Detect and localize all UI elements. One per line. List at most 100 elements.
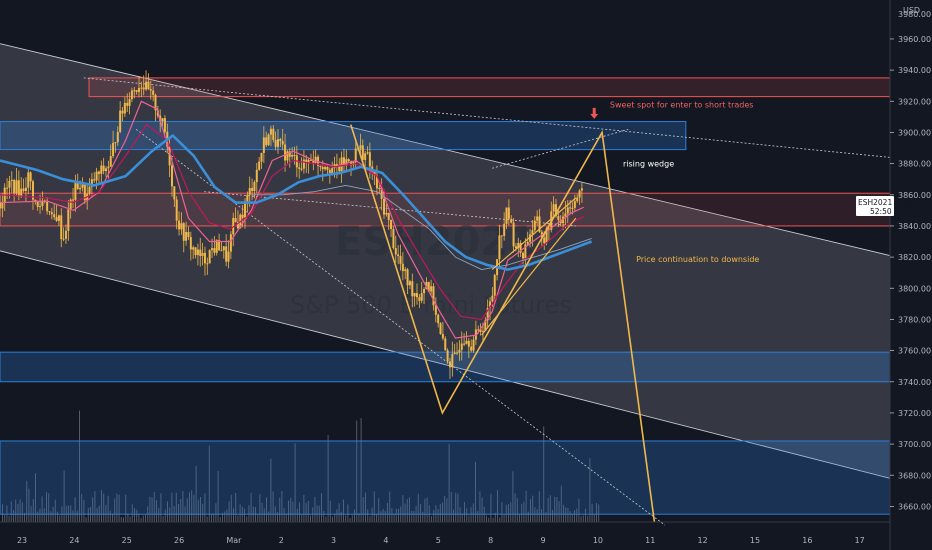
candle-body xyxy=(227,251,230,262)
x-tick-label: 17 xyxy=(855,536,865,545)
volume-bar xyxy=(402,495,404,522)
candle-body xyxy=(20,188,23,197)
candle-body xyxy=(366,152,369,154)
price-axis[interactable]: USD 3980.00 3660.00 3680.00 3700.00 3720.00… xyxy=(889,0,931,550)
candle-body xyxy=(536,216,539,221)
volume-bar xyxy=(299,502,300,522)
volume-bar xyxy=(206,516,208,522)
y-tick-label: 3920.00 xyxy=(898,97,931,106)
candle-body xyxy=(512,222,515,247)
candle-body xyxy=(481,330,484,332)
candle-body xyxy=(338,166,341,172)
volume-bar xyxy=(171,492,173,522)
candle-body xyxy=(399,256,402,264)
y-tick-label: 3660.00 xyxy=(898,502,931,511)
volume-bar xyxy=(492,517,494,522)
volume-bar xyxy=(521,503,523,522)
volume-bar xyxy=(549,495,551,522)
candle-body xyxy=(180,223,183,230)
candle-body xyxy=(24,187,27,191)
candle-body xyxy=(401,263,404,272)
volume-bar xyxy=(560,485,562,522)
volume-bar xyxy=(360,418,362,522)
candle-body xyxy=(479,329,482,332)
candle-body xyxy=(298,167,301,169)
volume-bar xyxy=(314,496,316,522)
candle-body xyxy=(368,152,371,167)
candle-body xyxy=(194,247,197,256)
volume-bar xyxy=(332,516,333,522)
y-tick-label: 3960.00 xyxy=(898,35,931,44)
candle-body xyxy=(302,159,305,169)
candle-body xyxy=(145,81,148,90)
volume-bar xyxy=(204,493,206,522)
volume-bar xyxy=(43,508,45,522)
candle-body xyxy=(279,139,282,142)
candle-body xyxy=(439,323,442,334)
volume-bar xyxy=(576,508,578,522)
volume-bar xyxy=(138,514,140,522)
candle-body xyxy=(274,139,277,147)
volume-bar xyxy=(516,498,518,522)
x-tick-label: 4 xyxy=(383,536,388,545)
candle-body xyxy=(105,168,108,172)
axis-currency: USD xyxy=(903,6,920,15)
volume-bar xyxy=(582,515,584,522)
candle-body xyxy=(319,165,322,168)
candle-body xyxy=(378,187,381,189)
volume-bar xyxy=(351,515,353,522)
volume-bar xyxy=(167,501,168,522)
candle-body xyxy=(79,187,82,190)
candle-body xyxy=(8,180,11,188)
volume-bar xyxy=(59,515,61,522)
volume-bar xyxy=(145,514,146,522)
volume-bar xyxy=(543,426,545,522)
volume-bar xyxy=(312,507,314,522)
volume-bar xyxy=(57,511,58,522)
volume-bar xyxy=(358,513,360,522)
volume-bar xyxy=(305,503,307,522)
candle-body xyxy=(498,235,501,260)
volume-bar xyxy=(50,511,52,522)
volume-bar xyxy=(94,491,96,522)
candle-body xyxy=(74,183,77,200)
candle-body xyxy=(203,252,206,264)
time-axis[interactable]: 23 24 25 26 Mar 2 3 4 5 8 9 10 11 12 15 16 17 xyxy=(0,521,890,545)
volume-bar xyxy=(457,493,459,522)
volume-bar xyxy=(406,499,408,522)
candle-body xyxy=(130,90,133,100)
volume-bar xyxy=(435,505,437,522)
volume-bar xyxy=(365,492,366,522)
volume-bar xyxy=(46,492,47,522)
candle-body xyxy=(39,206,42,208)
candle-body xyxy=(477,329,480,331)
volume-bar xyxy=(76,510,78,522)
volume-bar xyxy=(461,513,463,522)
volume-bar xyxy=(448,443,450,522)
candle-body xyxy=(507,207,510,219)
wedge-line-1 xyxy=(481,217,577,336)
annotation-1: rising wedge xyxy=(623,160,674,169)
candle-body xyxy=(36,202,39,207)
volume-bar xyxy=(589,458,591,522)
volume-bar xyxy=(85,517,87,522)
candle-body xyxy=(446,350,449,362)
volume-bar xyxy=(149,496,151,522)
volume-bar xyxy=(301,514,303,522)
candle-body xyxy=(430,286,433,292)
volume-bar xyxy=(541,509,542,522)
volume-bar xyxy=(354,509,355,522)
volume-bar xyxy=(127,513,129,522)
candle-body xyxy=(178,220,181,230)
volume-bar xyxy=(303,494,305,522)
candle-body xyxy=(531,230,534,235)
annotation-2: Price continuation to downside xyxy=(636,255,759,264)
volume-bar xyxy=(510,502,512,522)
volume-bar xyxy=(433,510,435,522)
volume-bar xyxy=(376,513,377,522)
volume-bar xyxy=(569,511,571,522)
volume-bar xyxy=(116,493,118,522)
candle-body xyxy=(46,201,49,212)
volume-bar xyxy=(83,500,85,522)
